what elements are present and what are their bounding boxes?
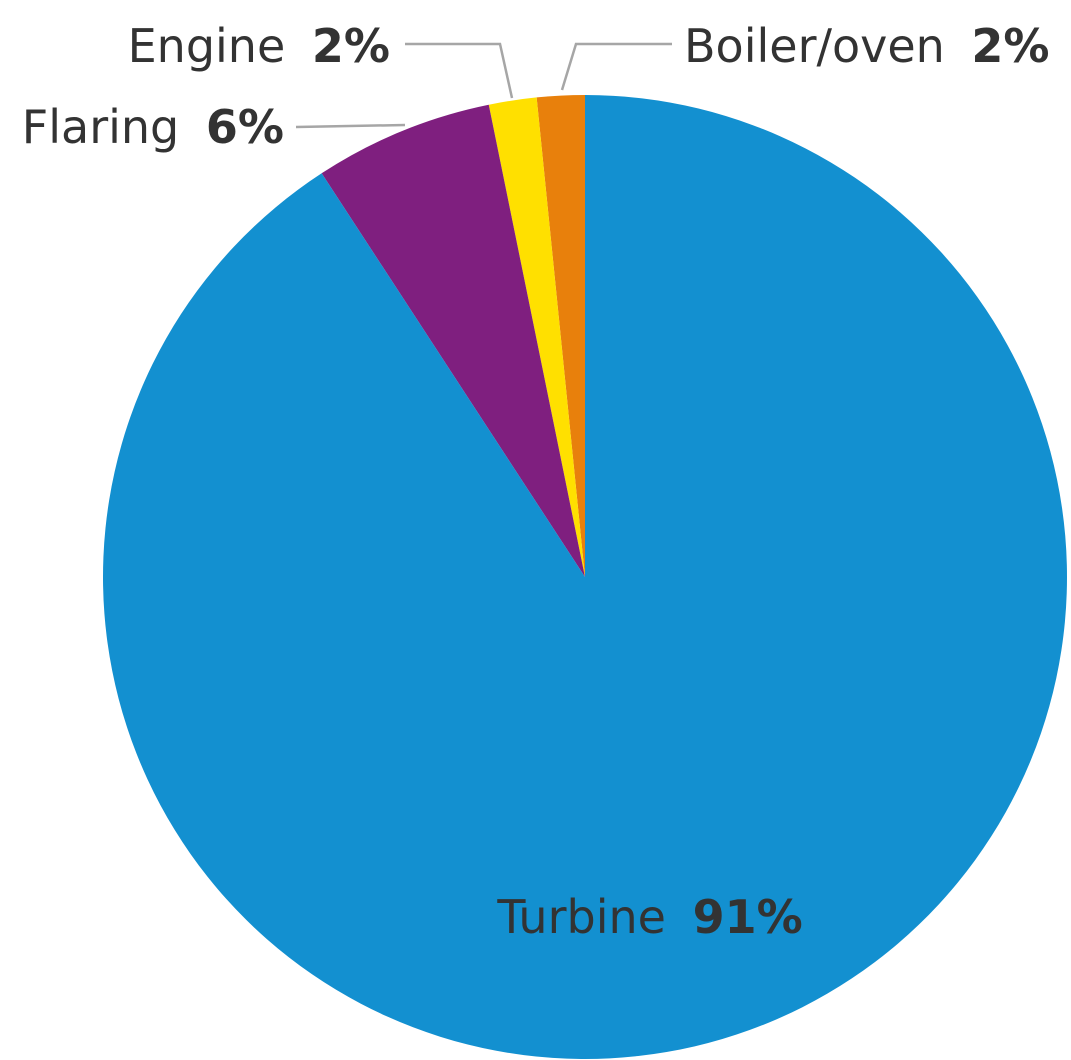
slice-value-boiler-oven: 2% xyxy=(971,19,1049,73)
slice-label-turbine: Turbine 91% xyxy=(496,890,802,944)
slice-value-turbine: 91% xyxy=(693,890,803,944)
slice-name-turbine: Turbine xyxy=(496,890,666,944)
slice-label-flaring: Flaring 6% xyxy=(22,100,284,154)
slice-value-engine: 2% xyxy=(312,19,390,73)
slice-name-engine: Engine xyxy=(128,19,286,73)
leader-line-engine xyxy=(405,42,514,99)
slice-name-boiler-oven: Boiler/oven xyxy=(684,19,945,73)
leader-line-flaring xyxy=(295,123,406,129)
leader-line-boiler-oven xyxy=(560,42,672,91)
slice-label-engine: Engine 2% xyxy=(128,19,390,73)
pie-slice-turbine xyxy=(102,95,1067,1059)
pie-slice-boiler-oven xyxy=(536,95,585,577)
pie-slice-engine xyxy=(488,97,585,578)
slice-labels: Boiler/oven 2% Engine 2% Flaring 6% Turb… xyxy=(22,19,1050,944)
pie-slice-flaring xyxy=(321,104,585,578)
slice-name-flaring: Flaring xyxy=(22,100,179,154)
slice-label-boiler-oven: Boiler/oven 2% xyxy=(684,19,1050,73)
slice-value-flaring: 6% xyxy=(206,100,284,154)
leader-lines xyxy=(295,42,672,129)
pie-slices xyxy=(102,95,1067,1059)
